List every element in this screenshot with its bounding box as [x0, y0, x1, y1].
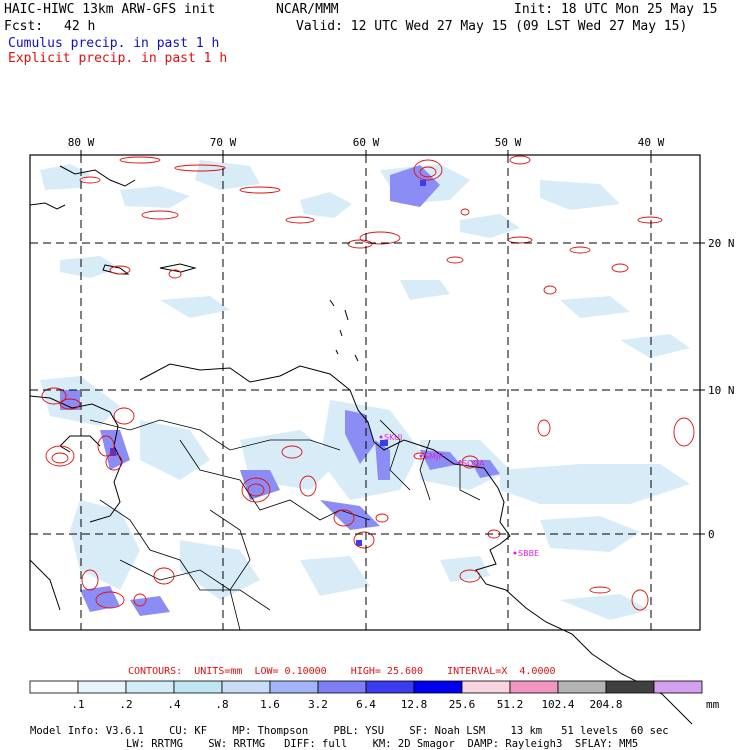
colorbar-swatch	[605, 680, 655, 694]
map-frame	[29, 154, 701, 631]
lon-label: 40 W	[638, 136, 665, 149]
colorbar-swatch	[653, 680, 703, 694]
explicit-precip-contours	[41, 155, 695, 611]
lon-label: 70 W	[210, 136, 237, 149]
info-res: 13 km	[510, 725, 543, 737]
info-timestep: 60 sec	[630, 725, 669, 737]
colorbar-swatch	[317, 680, 367, 694]
info-pbl: PBL: YSU	[333, 725, 385, 737]
contour-label: CONTOURS:	[128, 666, 183, 677]
colorbar-tick-label: 3.2	[308, 698, 328, 711]
colorbar-tick-label: 12.8	[400, 698, 428, 711]
lat-label: 0	[708, 528, 715, 541]
station-markers	[379, 435, 517, 555]
lon-label: 80 W	[68, 136, 95, 149]
station-label: SMJP	[424, 452, 443, 461]
colorbar-tick-label: 6.4	[356, 698, 376, 711]
colorbar	[29, 680, 703, 694]
info-sf: SF: Noah LSM	[409, 725, 486, 737]
colorbar-tick-label: 25.6	[448, 698, 476, 711]
colorbar-swatch	[365, 680, 415, 694]
colorbar-tick-label: 102.4	[541, 698, 575, 711]
fcst-value: 42 h	[64, 19, 96, 34]
colorbar-swatch	[29, 680, 79, 694]
country-borders	[89, 419, 481, 631]
colorbar-swatch	[173, 680, 223, 694]
model-info-line2: LW: RRTMG SW: RRTMG DIFF: full KM: 2D Sm…	[126, 726, 638, 750]
info-levels: 51 levels	[561, 725, 618, 737]
colorbar-tick-label: .8	[215, 698, 229, 711]
fcst-label: Fcst:	[4, 19, 44, 34]
axis-ticks	[80, 150, 705, 535]
colorbar-swatch	[269, 680, 319, 694]
contour-interval: INTERVAL=X 4.0000	[447, 666, 556, 677]
station-label: SOCA	[462, 459, 485, 468]
colorbar-tick-label: .2	[119, 698, 133, 711]
colorbar-swatch	[77, 680, 127, 694]
colorbar-unit: mm	[706, 698, 720, 711]
station-label: SKUI	[384, 433, 402, 442]
contour-high: HIGH= 25.600	[350, 666, 424, 677]
colorbar-swatch	[557, 680, 607, 694]
colorbar-tick-label: 1.6	[260, 698, 280, 711]
station-label: SBBE	[518, 549, 539, 558]
info-cu: CU: KF	[169, 725, 208, 737]
lat-label: 20 N	[708, 237, 735, 250]
colorbar-swatch	[509, 680, 559, 694]
colorbar-swatch	[221, 680, 271, 694]
info-mp: MP: Thompson	[232, 725, 309, 737]
valid-time: Valid: 12 UTC Wed 27 May 15 (09 LST Wed …	[296, 19, 688, 34]
colorbar-swatch	[125, 680, 175, 694]
coastlines	[29, 165, 693, 725]
colorbar-swatch	[413, 680, 463, 694]
colorbar-tick-label: .1	[71, 698, 85, 711]
contour-info: CONTOURS: UNITS=mm LOW= 0.10000 HIGH= 25…	[128, 666, 556, 677]
lat-lon-grid	[30, 155, 700, 630]
model-info-line1: Model Info: V3.6.1 CU: KF MP: Thompson P…	[30, 713, 669, 737]
init-time: Init: 18 UTC Mon 25 May 15	[514, 2, 718, 17]
model-title: HAIC-HIWC 13km ARW-GFS init	[4, 2, 216, 17]
colorbar-tick-label: 204.8	[589, 698, 623, 711]
cumulus-legend: Cumulus precip. in past 1 h	[8, 36, 220, 51]
lon-label: 50 W	[495, 136, 522, 149]
contour-low: LOW= 0.10000	[254, 666, 327, 677]
colorbar-tick-label: 51.2	[496, 698, 524, 711]
explicit-legend: Explicit precip. in past 1 h	[8, 51, 228, 66]
lat-label: 10 N	[708, 384, 735, 397]
contour-units: UNITS=mm	[194, 666, 243, 677]
colorbar-swatch	[461, 680, 511, 694]
info-version: Model Info: V3.6.1	[30, 725, 144, 737]
precip-shading-core	[110, 180, 426, 546]
center-label: NCAR/MMM	[276, 2, 339, 17]
lon-label: 60 W	[353, 136, 380, 149]
colorbar-tick-label: .4	[167, 698, 181, 711]
